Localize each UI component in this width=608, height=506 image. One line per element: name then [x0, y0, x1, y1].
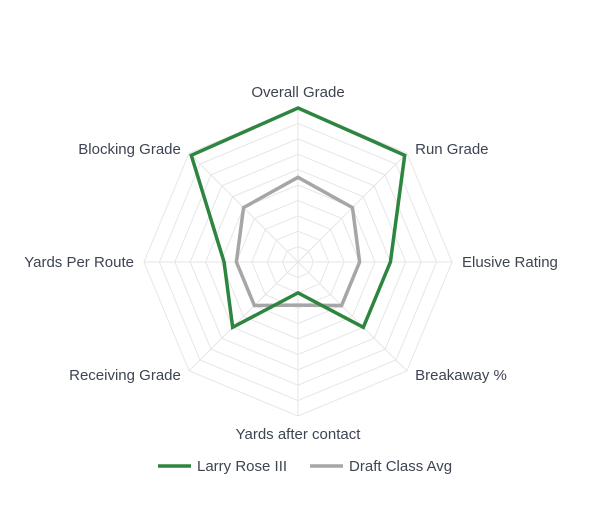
- axis-label-4: Yards after contact: [236, 426, 362, 443]
- axis-label-3: Breakaway %: [415, 367, 507, 384]
- series-line-1: [234, 175, 362, 308]
- axis-label-1: Run Grade: [415, 141, 488, 158]
- axis-labels: Overall Grade Run Grade Elusive Rating Brea…: [24, 84, 558, 443]
- axis-label-7: Blocking Grade: [78, 141, 181, 158]
- series-line-0: [189, 106, 407, 331]
- axis-label-5: Receiving Grade: [69, 367, 181, 384]
- axis-label-6: Yards Per Route: [24, 254, 134, 271]
- radar-series: [189, 106, 407, 331]
- legend-label-0[interactable]: Larry Rose III: [197, 458, 287, 475]
- axis-label-0: Overall Grade: [251, 84, 344, 101]
- grid-spoke-3: [297, 261, 408, 372]
- legend-label-1[interactable]: Draft Class Avg: [349, 458, 452, 475]
- axis-label-2: Elusive Rating: [462, 254, 558, 271]
- chart-legend: Larry Rose III Draft Class Avg: [158, 458, 452, 475]
- grid-spoke-5: [188, 261, 299, 372]
